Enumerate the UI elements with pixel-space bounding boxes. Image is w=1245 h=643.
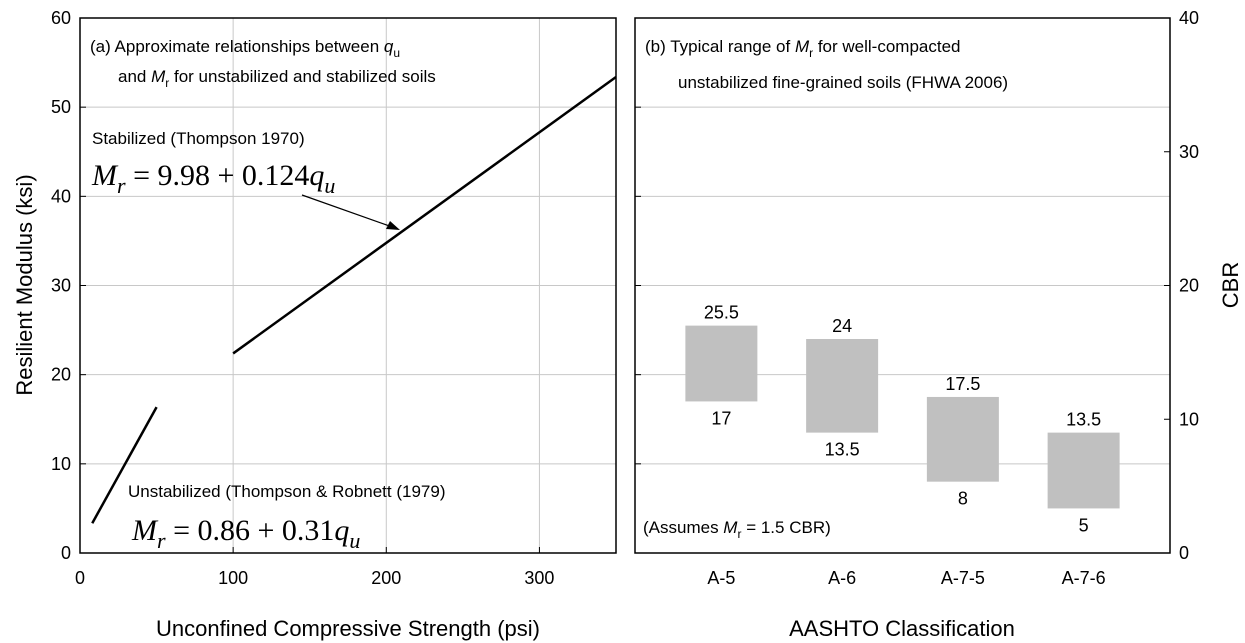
text: = 9.98 + 0.124 (126, 159, 310, 192)
text: r (165, 76, 169, 90)
x-axis-title: Unconfined Compressive Strength (psi) (156, 616, 540, 641)
y-tick-label: 40 (51, 186, 71, 206)
text: q (384, 37, 394, 56)
text: (Assumes (643, 518, 723, 537)
y2-tick-label: 30 (1179, 142, 1199, 162)
x-tick-label: A-5 (707, 568, 735, 588)
value-label: 17.5 (945, 374, 980, 394)
y-tick-label: 60 (51, 8, 71, 28)
text: r (737, 527, 741, 541)
y2-tick-label: 10 (1179, 409, 1199, 429)
range-bar (926, 396, 999, 482)
text: and (118, 67, 151, 86)
text: u (324, 173, 335, 198)
text: for well-compacted (813, 37, 960, 56)
panel-b-title: unstabilized fine-grained soils (FHWA 20… (678, 73, 1008, 92)
text: M (723, 518, 738, 537)
text: r (117, 173, 126, 198)
range-bar (1047, 432, 1120, 509)
value-label: 17 (711, 408, 731, 428)
value-label: 13.5 (825, 440, 860, 460)
text: q (334, 514, 349, 547)
text: unstabilized fine-grained soils (FHWA 20… (678, 73, 1008, 92)
y2-tick-label: 40 (1179, 8, 1199, 28)
y2-tick-label: 0 (1179, 543, 1189, 563)
text: q (309, 159, 324, 192)
arrow (301, 194, 399, 230)
y2-axis-title: CBR (1218, 262, 1243, 308)
value-label: 24 (832, 316, 852, 336)
text: u (349, 528, 360, 553)
value-label: 8 (958, 489, 968, 509)
value-label: 25.5 (704, 303, 739, 323)
panel-b-title: (b) Typical range of Mr for well-compact… (645, 37, 961, 60)
text: u (393, 46, 400, 60)
range-bar (806, 339, 879, 433)
value-label: 13.5 (1066, 410, 1101, 430)
plot-frame (79, 17, 617, 554)
text: M (795, 37, 810, 56)
y-axis-title: Resilient Modulus (ksi) (12, 174, 37, 395)
panel-a-title: and Mr for unstabilized and stabilized s… (118, 67, 436, 90)
x-tick-label: 200 (371, 568, 401, 588)
text: for unstabilized and stabilized soils (169, 67, 435, 86)
x-tick-label: A-7-5 (941, 568, 985, 588)
text: M (151, 67, 166, 86)
y2-tick-label: 20 (1179, 276, 1199, 296)
x-tick-label: 300 (524, 568, 554, 588)
note: (Assumes Mr = 1.5 CBR) (643, 518, 831, 541)
data-line (91, 406, 158, 524)
y-tick-label: 30 (51, 276, 71, 296)
grid-layer (80, 18, 1170, 553)
text: (a) Approximate relationships between (90, 37, 384, 56)
equation: Mr = 9.98 + 0.124qu (91, 159, 335, 198)
y-tick-label: 0 (61, 543, 71, 563)
text: = 1.5 CBR) (741, 518, 830, 537)
y-tick-label: 50 (51, 97, 71, 117)
x-tick-label: 0 (75, 568, 85, 588)
y-tick-label: 20 (51, 365, 71, 385)
x-axis-title: AASHTO Classification (789, 616, 1015, 641)
data-line (232, 76, 617, 355)
text: (b) Typical range of (645, 37, 795, 56)
y-tick-label: 10 (51, 454, 71, 474)
text: r (809, 46, 813, 60)
plot-frame (634, 17, 1171, 554)
series-label: Stabilized (Thompson 1970) (92, 129, 305, 148)
value-label: 5 (1079, 515, 1089, 535)
arrow-head (386, 221, 400, 230)
x-tick-label: 100 (218, 568, 248, 588)
series-label: Unstabilized (Thompson & Robnett (1979) (128, 482, 446, 501)
x-tick-label: A-6 (828, 568, 856, 588)
equation: Mr = 0.86 + 0.31qu (131, 514, 360, 553)
text: r (157, 528, 166, 553)
text: M (91, 159, 119, 192)
panel-a-title: (a) Approximate relationships between qu (90, 37, 400, 60)
range-bar (685, 325, 758, 402)
text: M (131, 514, 159, 547)
x-tick-label: A-7-6 (1062, 568, 1106, 588)
text: = 0.86 + 0.31 (166, 514, 335, 547)
